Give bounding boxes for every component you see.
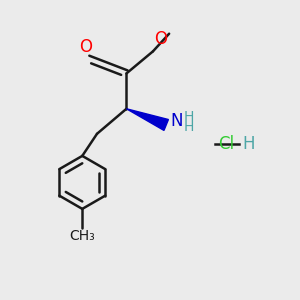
Text: Cl: Cl	[218, 135, 234, 153]
Text: H: H	[243, 135, 255, 153]
Text: O: O	[79, 38, 92, 56]
Polygon shape	[126, 109, 168, 130]
Text: H: H	[184, 110, 194, 124]
Text: N: N	[171, 112, 183, 130]
Text: O: O	[154, 30, 167, 48]
Text: H: H	[184, 120, 194, 134]
Text: CH₃: CH₃	[69, 230, 95, 244]
